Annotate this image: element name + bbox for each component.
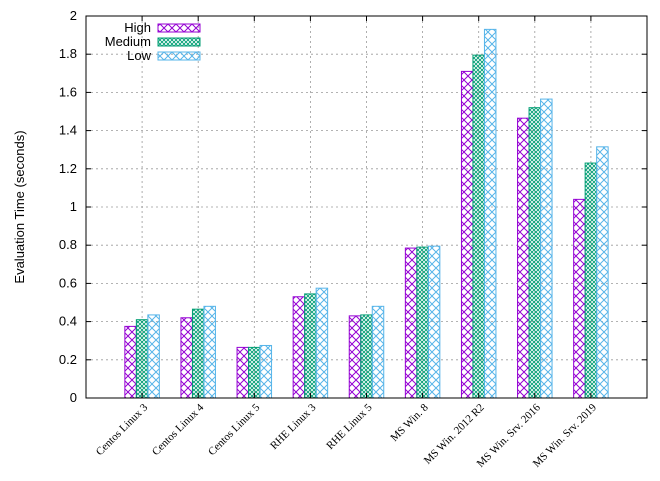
bar-high xyxy=(573,198,586,399)
x-tick-label: MS Win. 2012 R2 xyxy=(422,402,487,467)
bar-high xyxy=(292,296,306,399)
bar-medium xyxy=(584,162,598,399)
bar-medium xyxy=(472,54,485,399)
bar-low xyxy=(427,245,441,399)
x-tick-label: Centos Linux 4 xyxy=(150,401,207,458)
y-tick-label: 0.6 xyxy=(59,275,77,290)
bar-high xyxy=(460,70,474,399)
ticks: 0 0.2 0.4 0.6 0.8 1 1.2 1.4 1.6 1.8 2 Centos Linux … xyxy=(59,8,647,470)
bar-medium xyxy=(135,319,149,399)
y-tick-label: 0.2 xyxy=(59,352,77,367)
y-tick-label: 2 xyxy=(70,8,77,23)
legend-swatch xyxy=(157,23,201,33)
bar-low xyxy=(315,287,329,399)
bar-low xyxy=(259,344,273,399)
y-tick-label: 1.8 xyxy=(59,46,77,61)
bar-medium xyxy=(416,246,429,399)
bar-high xyxy=(404,247,418,399)
y-tick-label: 1.4 xyxy=(59,123,77,138)
legend-label: High xyxy=(124,20,151,35)
bars xyxy=(124,28,609,399)
bar-low xyxy=(203,305,216,399)
bar-medium xyxy=(191,308,205,399)
bar-low xyxy=(483,28,497,399)
bar-low xyxy=(596,146,609,399)
y-tick-label: 1.2 xyxy=(59,161,77,176)
bar-medium xyxy=(248,346,261,399)
bar-medium xyxy=(360,314,373,399)
x-tick-label: Centos Linux 3 xyxy=(94,401,151,458)
legend-label: Medium xyxy=(105,34,151,49)
bar-low xyxy=(540,98,553,399)
x-tick-label: MS Win. 8 xyxy=(388,401,431,444)
bar-high xyxy=(236,346,250,399)
y-tick-label: 1.6 xyxy=(59,84,77,99)
bar-high xyxy=(517,117,530,399)
bar-high xyxy=(348,315,362,399)
bar-high xyxy=(124,325,137,399)
y-tick-label: 0.4 xyxy=(59,314,77,329)
legend-swatch xyxy=(157,37,201,47)
bar-medium xyxy=(304,293,317,399)
bar-low xyxy=(371,305,385,399)
x-tick-label: RHE Linux 3 xyxy=(268,401,319,452)
bar-medium xyxy=(528,107,542,399)
y-tick-label: 0.8 xyxy=(59,237,77,252)
y-tick-label: 0 xyxy=(70,390,77,405)
y-tick-label: 1 xyxy=(70,199,77,214)
x-tick-label: Centos Linux 5 xyxy=(206,401,263,458)
bar-low xyxy=(147,314,160,399)
bar-high xyxy=(180,317,193,399)
legend-swatch xyxy=(157,51,201,61)
y-axis-label: Evaluation Time (seconds) xyxy=(12,130,27,283)
x-tick-label: RHE Linux 5 xyxy=(324,401,375,452)
legend-label: Low xyxy=(127,48,151,63)
